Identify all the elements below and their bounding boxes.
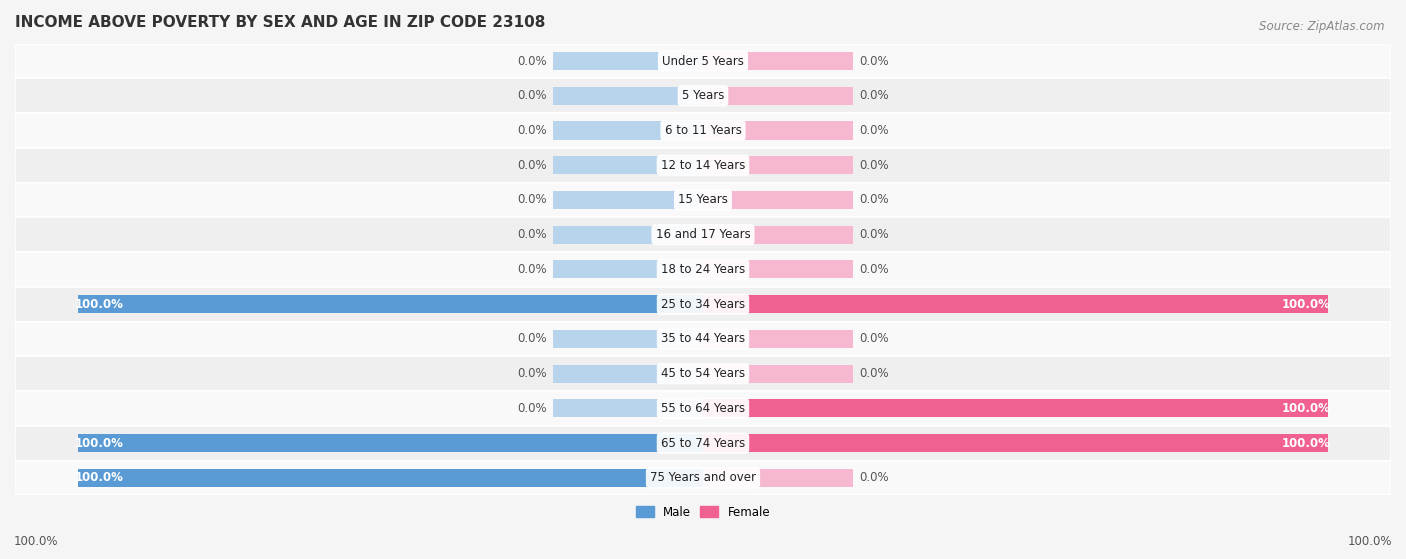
Text: 6 to 11 Years: 6 to 11 Years [665, 124, 741, 137]
Bar [703, 156, 853, 174]
Text: 0.0%: 0.0% [859, 367, 889, 380]
Legend: Male, Female: Male, Female [631, 501, 775, 523]
Bar [15, 391, 1391, 426]
Bar [553, 156, 703, 174]
Text: 0.0%: 0.0% [859, 193, 889, 206]
Bar [15, 44, 1391, 78]
Text: 100.0%: 100.0% [1282, 437, 1331, 449]
Bar [703, 330, 853, 348]
Text: 0.0%: 0.0% [859, 89, 889, 102]
Bar [15, 356, 1391, 391]
Text: 100.0%: 100.0% [1282, 298, 1331, 311]
Text: 0.0%: 0.0% [517, 55, 547, 68]
Bar [703, 87, 853, 105]
Bar [553, 295, 703, 313]
Text: 100.0%: 100.0% [14, 535, 59, 548]
Bar [15, 461, 1391, 495]
Bar [77, 295, 703, 313]
Bar [703, 295, 853, 313]
Text: 16 and 17 Years: 16 and 17 Years [655, 228, 751, 241]
Text: 100.0%: 100.0% [75, 298, 124, 311]
Text: 55 to 64 Years: 55 to 64 Years [661, 402, 745, 415]
Bar [15, 113, 1391, 148]
Text: 0.0%: 0.0% [517, 193, 547, 206]
Bar [703, 399, 853, 418]
Bar [15, 183, 1391, 217]
Text: 0.0%: 0.0% [517, 333, 547, 345]
Bar [703, 364, 853, 383]
Text: Source: ZipAtlas.com: Source: ZipAtlas.com [1260, 20, 1385, 32]
Bar [703, 52, 853, 70]
Text: Under 5 Years: Under 5 Years [662, 55, 744, 68]
Bar [553, 469, 703, 487]
Bar [15, 217, 1391, 252]
Bar [553, 399, 703, 418]
Bar [703, 469, 853, 487]
Bar [553, 87, 703, 105]
Text: 100.0%: 100.0% [75, 471, 124, 485]
Text: 15 Years: 15 Years [678, 193, 728, 206]
Bar [703, 434, 1329, 452]
Text: 0.0%: 0.0% [859, 124, 889, 137]
Text: INCOME ABOVE POVERTY BY SEX AND AGE IN ZIP CODE 23108: INCOME ABOVE POVERTY BY SEX AND AGE IN Z… [15, 15, 546, 30]
Bar [703, 191, 853, 209]
Text: 45 to 54 Years: 45 to 54 Years [661, 367, 745, 380]
Text: 0.0%: 0.0% [517, 263, 547, 276]
Bar [553, 330, 703, 348]
Bar [15, 287, 1391, 321]
Bar [553, 121, 703, 140]
Text: 18 to 24 Years: 18 to 24 Years [661, 263, 745, 276]
Bar [15, 426, 1391, 461]
Text: 0.0%: 0.0% [517, 367, 547, 380]
Bar [77, 434, 703, 452]
Text: 0.0%: 0.0% [517, 124, 547, 137]
Bar [703, 226, 853, 244]
Bar [703, 434, 853, 452]
Text: 100.0%: 100.0% [1347, 535, 1392, 548]
Bar [553, 364, 703, 383]
Text: 5 Years: 5 Years [682, 89, 724, 102]
Bar [77, 469, 703, 487]
Text: 0.0%: 0.0% [859, 55, 889, 68]
Text: 100.0%: 100.0% [75, 437, 124, 449]
Bar [553, 191, 703, 209]
Text: 0.0%: 0.0% [517, 89, 547, 102]
Bar [553, 226, 703, 244]
Text: 0.0%: 0.0% [859, 228, 889, 241]
Text: 25 to 34 Years: 25 to 34 Years [661, 298, 745, 311]
Bar [703, 121, 853, 140]
Bar [553, 260, 703, 278]
Text: 0.0%: 0.0% [859, 263, 889, 276]
Text: 75 Years and over: 75 Years and over [650, 471, 756, 485]
Bar [703, 399, 1329, 418]
Bar [15, 252, 1391, 287]
Bar [553, 52, 703, 70]
Bar [553, 434, 703, 452]
Text: 0.0%: 0.0% [517, 228, 547, 241]
Bar [15, 148, 1391, 183]
Text: 0.0%: 0.0% [859, 333, 889, 345]
Text: 12 to 14 Years: 12 to 14 Years [661, 159, 745, 172]
Text: 0.0%: 0.0% [517, 402, 547, 415]
Bar [15, 78, 1391, 113]
Text: 0.0%: 0.0% [859, 471, 889, 485]
Text: 100.0%: 100.0% [1282, 402, 1331, 415]
Text: 0.0%: 0.0% [859, 159, 889, 172]
Bar [703, 260, 853, 278]
Bar [703, 295, 1329, 313]
Text: 65 to 74 Years: 65 to 74 Years [661, 437, 745, 449]
Bar [15, 321, 1391, 356]
Text: 35 to 44 Years: 35 to 44 Years [661, 333, 745, 345]
Text: 0.0%: 0.0% [517, 159, 547, 172]
